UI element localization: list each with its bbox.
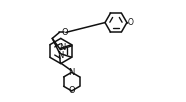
Text: O: O bbox=[62, 28, 68, 37]
Text: O: O bbox=[68, 86, 75, 95]
Text: N: N bbox=[57, 51, 63, 60]
Text: O: O bbox=[128, 18, 134, 27]
Text: N: N bbox=[68, 68, 75, 77]
Text: N: N bbox=[59, 43, 65, 52]
